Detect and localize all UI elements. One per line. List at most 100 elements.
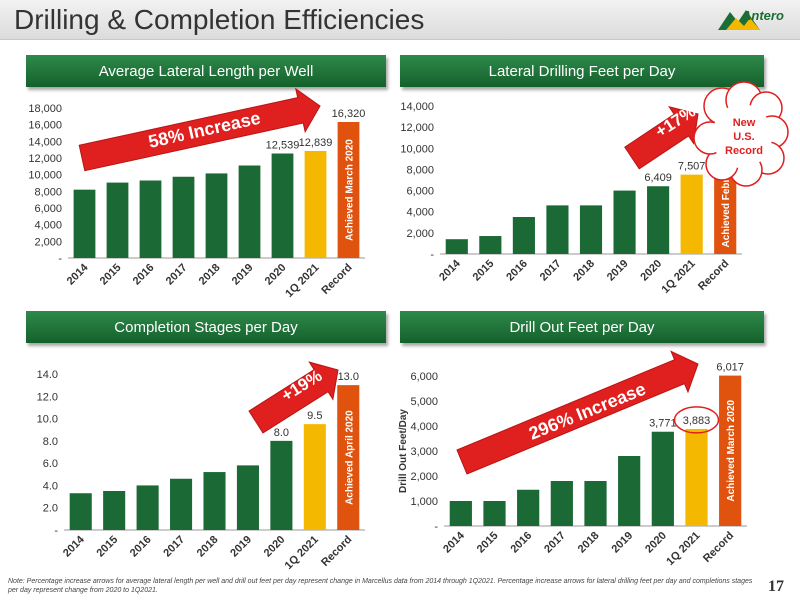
x-tick-label: 2015 <box>94 534 120 560</box>
x-tick-label: 2016 <box>504 258 530 284</box>
bar-2018 <box>584 481 607 526</box>
logo-text: Antero <box>742 8 784 23</box>
bar-2016 <box>512 217 535 254</box>
bar-2016 <box>517 489 540 526</box>
x-tick-label: 2017 <box>161 534 187 560</box>
data-label: 6,017 <box>716 362 744 374</box>
data-label: 12,839 <box>299 137 333 149</box>
x-tick-label: Record <box>701 530 736 565</box>
y-tick-label: 14,000 <box>400 101 434 113</box>
y-tick-label: 10.0 <box>37 414 58 426</box>
cloud-fill <box>712 104 772 168</box>
page-number: 17 <box>768 578 784 595</box>
y-tick-label: 4,000 <box>406 207 434 219</box>
x-tick-label: 1Q 2021 <box>283 534 321 572</box>
arrow-label: 296% Increase <box>526 379 649 444</box>
arrow-shape <box>78 87 321 172</box>
x-tick-label: 2020 <box>262 534 288 560</box>
bar-1q-2021 <box>685 428 708 526</box>
x-tick-label: 2017 <box>542 530 568 556</box>
x-tick-label: 2018 <box>197 262 223 288</box>
record-label: Achieved March 2020 <box>726 399 737 501</box>
y-tick-label: 3,000 <box>410 446 438 458</box>
chart-header-drilling-feet: Lateral Drilling Feet per Day <box>400 55 764 87</box>
y-tick-label: - <box>434 521 438 533</box>
arrow-shape <box>456 350 699 475</box>
bar-2018 <box>205 173 228 258</box>
x-tick-label: Record <box>696 258 731 293</box>
bar-2018 <box>579 205 603 254</box>
record-label: Achieved March 2020 <box>345 139 356 241</box>
bar-2016 <box>136 485 159 530</box>
bar-2017 <box>546 205 569 254</box>
x-tick-label: 2015 <box>98 262 124 288</box>
y-tick-label: 2,000 <box>406 228 434 240</box>
bar-1q-2021 <box>680 174 703 254</box>
x-tick-label: 2018 <box>571 258 597 284</box>
y-tick-label: 10,000 <box>400 143 434 155</box>
chart-header-lateral-length: Average Lateral Length per Well <box>26 55 386 87</box>
y-tick-label: 2,000 <box>410 471 438 483</box>
data-label: 6,409 <box>644 172 672 184</box>
record-label: Achieved April 2020 <box>344 410 355 505</box>
y-tick-label: 8.0 <box>43 436 58 448</box>
highlight-ellipse <box>673 406 720 434</box>
bar-1q-2021 <box>303 424 326 530</box>
y-tick-label: - <box>58 253 62 265</box>
y-tick-label: 16,000 <box>28 120 62 132</box>
y-tick-label: 6,000 <box>34 203 62 215</box>
x-tick-label: 1Q 2021 <box>659 258 697 296</box>
x-tick-label: 2014 <box>65 261 91 287</box>
bar-2016 <box>139 180 162 258</box>
bar-record <box>337 122 360 258</box>
data-label: 12,539 <box>266 140 300 152</box>
y-tick-label: 4.0 <box>43 480 58 492</box>
bar-2014 <box>69 493 92 530</box>
data-label: 3,883 <box>683 415 711 427</box>
bar-2015 <box>483 501 506 526</box>
arrow-shape <box>624 105 699 170</box>
chart-header-completion-stages: Completion Stages per Day <box>26 311 386 343</box>
x-tick-label: 2015 <box>475 530 501 556</box>
y-tick-label: 12,000 <box>400 122 434 134</box>
x-tick-label: 2015 <box>471 258 497 284</box>
y-tick-label: 2.0 <box>43 503 58 515</box>
callout-text: New <box>733 117 756 129</box>
x-tick-label: 2017 <box>164 262 190 288</box>
chart-completion-stages: - 2.0 4.0 6.0 8.0 10.0 12.0 14.0 2014 2015 2016 201… <box>37 361 365 572</box>
data-label: 13.0 <box>338 371 359 383</box>
bar-2014 <box>73 189 96 258</box>
x-tick-label: 2019 <box>228 534 254 560</box>
x-tick-label: 1Q 2021 <box>664 530 702 568</box>
bar-2020 <box>651 431 674 526</box>
bar-2015 <box>479 236 502 254</box>
y-tick-label: 6.0 <box>43 458 58 470</box>
increase-arrow <box>624 105 699 170</box>
y-tick-label: 8,000 <box>406 164 434 176</box>
y-tick-label: 14,000 <box>28 136 62 148</box>
title-bar: Drilling & Completion Efficiencies Anter… <box>0 0 800 40</box>
increase-arrow <box>78 87 321 172</box>
data-label: 9.5 <box>307 410 322 422</box>
x-tick-label: 2019 <box>230 262 256 288</box>
page-title: Drilling & Completion Efficiencies <box>14 4 425 35</box>
x-tick-label: 2014 <box>61 533 87 559</box>
data-label: 7,507 <box>678 161 706 173</box>
data-label: 3,771 <box>649 418 677 430</box>
x-tick-label: 2014 <box>437 257 463 283</box>
bar-2015 <box>103 491 126 530</box>
x-tick-label: 2016 <box>508 530 534 556</box>
x-tick-label: 2018 <box>195 534 221 560</box>
bar-2019 <box>613 190 636 254</box>
x-tick-label: 1Q 2021 <box>283 262 321 300</box>
bar-1q-2021 <box>304 151 327 258</box>
y-tick-label: 4,000 <box>410 421 438 433</box>
increase-arrow <box>248 361 339 434</box>
x-tick-label: 2020 <box>638 258 664 284</box>
x-tick-label: 2019 <box>605 258 631 284</box>
bar-2014 <box>445 239 468 254</box>
x-tick-label: Record <box>319 262 354 297</box>
antero-logo <box>718 10 760 30</box>
y-tick-label: 6,000 <box>406 186 434 198</box>
y-tick-label: 1,000 <box>410 496 438 508</box>
